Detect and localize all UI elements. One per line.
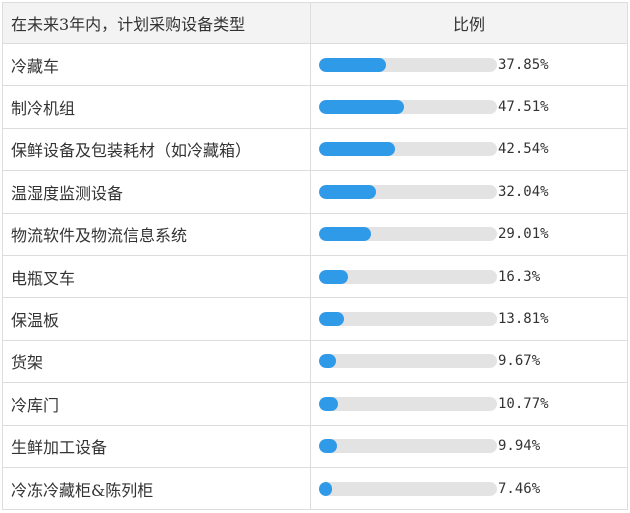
bar-track <box>319 312 497 327</box>
bar-fill <box>319 396 339 411</box>
table-row: 制冷机组 47.51% <box>2 85 628 129</box>
bar-fill <box>319 142 395 157</box>
percentage-label: 7.46% <box>498 480 541 497</box>
row-label: 保温板 <box>2 297 311 341</box>
ratio-cell: 10.77% <box>310 382 628 426</box>
ratio-cell: 47.51% <box>310 85 628 129</box>
ratio-cell: 7.46% <box>310 466 628 511</box>
bar-fill <box>319 269 348 284</box>
row-label: 制冷机组 <box>2 85 311 129</box>
ratio-wrap: 7.46% <box>311 481 627 497</box>
row-label: 物流软件及物流信息系统 <box>2 212 311 256</box>
bar-track <box>319 354 497 369</box>
bar-fill <box>319 184 377 199</box>
table-header-row: 在未来3年内，计划采购设备类型 比例 <box>2 2 628 44</box>
ratio-cell: 13.81% <box>310 297 628 341</box>
row-label: 冷库门 <box>2 382 311 426</box>
percentage-label: 32.04% <box>498 183 549 200</box>
percentage-label: 10.77% <box>498 395 549 412</box>
percentage-label: 9.67% <box>498 353 541 370</box>
table-row: 保温板 13.81% <box>2 297 628 341</box>
bar-fill <box>319 354 337 369</box>
header-option: 在未来3年内，计划采购设备类型 <box>2 2 311 44</box>
table-row: 冷库门 10.77% <box>2 382 628 426</box>
table-row: 保鲜设备及包装耗材（如冷藏箱） 42.54% <box>2 127 628 172</box>
bar-track <box>319 57 497 72</box>
ratio-cell: 29.01% <box>310 212 628 256</box>
row-label: 保鲜设备及包装耗材（如冷藏箱） <box>2 127 311 172</box>
ratio-wrap: 37.85% <box>311 57 627 73</box>
row-label: 货架 <box>2 339 311 384</box>
bar-fill <box>319 312 344 327</box>
bar-fill <box>319 481 333 496</box>
percentage-label: 13.81% <box>498 311 549 328</box>
ratio-wrap: 9.94% <box>311 438 627 454</box>
table-row: 生鲜加工设备 9.94% <box>2 424 628 468</box>
percentage-label: 42.54% <box>498 141 549 158</box>
bar-fill <box>319 100 404 115</box>
ratio-wrap: 10.77% <box>311 396 627 412</box>
table-row: 冷冻冷藏柜&陈列柜 7.46% <box>2 466 628 511</box>
table-row: 电瓶叉车 16.3% <box>2 254 628 299</box>
bar-fill <box>319 57 387 72</box>
row-label: 电瓶叉车 <box>2 254 311 299</box>
bar-track <box>319 227 497 242</box>
ratio-cell: 9.67% <box>310 339 628 384</box>
percentage-label: 29.01% <box>498 226 549 243</box>
ratio-wrap: 42.54% <box>311 141 627 157</box>
table-body: 冷藏车 37.85% 制冷机组 47.51% 保鲜设备及包装耗材（如冷藏箱） 42.54%… <box>2 42 628 511</box>
row-label: 冷冻冷藏柜&陈列柜 <box>2 466 311 511</box>
bar-track <box>319 269 497 284</box>
ratio-wrap: 29.01% <box>311 226 627 242</box>
table-row: 温湿度监测设备 32.04% <box>2 170 628 214</box>
ratio-wrap: 13.81% <box>311 311 627 327</box>
ratio-wrap: 16.3% <box>311 269 627 285</box>
percentage-label: 9.94% <box>498 438 541 455</box>
table-row: 冷藏车 37.85% <box>2 42 628 87</box>
bar-track <box>319 481 497 496</box>
bar-track <box>319 184 497 199</box>
ratio-cell: 37.85% <box>310 42 628 87</box>
bar-track <box>319 100 497 115</box>
row-label: 温湿度监测设备 <box>2 170 311 214</box>
ratio-wrap: 9.67% <box>311 353 627 369</box>
bar-fill <box>319 227 371 242</box>
percentage-label: 47.51% <box>498 99 549 116</box>
bar-fill <box>319 439 337 454</box>
ratio-wrap: 32.04% <box>311 184 627 200</box>
table-row: 货架 9.67% <box>2 339 628 384</box>
percentage-label: 37.85% <box>498 56 549 73</box>
row-label: 冷藏车 <box>2 42 311 87</box>
table-row: 物流软件及物流信息系统 29.01% <box>2 212 628 256</box>
ratio-wrap: 47.51% <box>311 99 627 115</box>
ratio-cell: 16.3% <box>310 254 628 299</box>
ratio-cell: 32.04% <box>310 170 628 214</box>
bar-track <box>319 142 497 157</box>
row-label: 生鲜加工设备 <box>2 424 311 468</box>
bar-track <box>319 439 497 454</box>
ratio-cell: 42.54% <box>310 127 628 172</box>
ratio-cell: 9.94% <box>310 424 628 468</box>
bar-track <box>319 396 497 411</box>
header-ratio: 比例 <box>310 2 628 44</box>
percentage-label: 16.3% <box>498 268 541 285</box>
